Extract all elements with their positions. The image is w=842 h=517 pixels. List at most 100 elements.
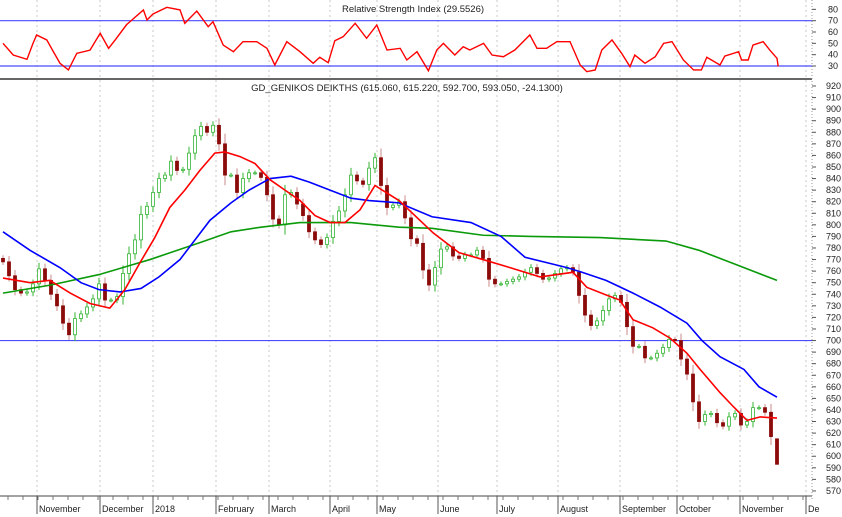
candle-body-up: [607, 298, 611, 311]
candle-body-down: [361, 180, 365, 185]
x-tick-label: September: [622, 504, 666, 514]
candle: [127, 246, 131, 281]
candle-body-up: [37, 268, 41, 285]
candle-body-down: [487, 257, 491, 280]
candle-body-down: [319, 239, 323, 245]
candle-body-down: [721, 422, 725, 427]
candle: [487, 250, 491, 287]
candle-body-up: [109, 299, 113, 302]
candle-body-down: [355, 174, 359, 182]
candle-body-up: [529, 267, 533, 273]
candle: [379, 148, 383, 195]
mid-moving-average-line: [2, 175, 778, 398]
candle: [577, 264, 581, 304]
candle-body-down: [421, 242, 425, 271]
candle: [91, 294, 95, 312]
price-y-tick-label: 670: [826, 370, 841, 380]
price-y-tick-label: 650: [826, 393, 841, 403]
price-y-tick-label: 600: [826, 451, 841, 461]
candle-body-down: [589, 314, 593, 326]
x-tick-label: December: [102, 504, 144, 514]
candle: [607, 293, 611, 316]
candle: [79, 310, 83, 323]
price-y-tick-label: 900: [826, 104, 841, 114]
price-y-tick-label: 760: [826, 266, 841, 276]
candle: [427, 263, 431, 292]
candle: [649, 355, 653, 361]
candle: [445, 243, 449, 253]
candle: [343, 188, 347, 218]
price-y-tick-label: 740: [826, 289, 841, 299]
candle-body-up: [511, 278, 515, 282]
candle-body-up: [373, 157, 377, 169]
candle-body-down: [301, 203, 305, 216]
candle-body-up: [733, 413, 737, 418]
candle-body-down: [205, 126, 209, 133]
candle-body-up: [727, 416, 731, 427]
candle: [703, 410, 707, 426]
candle-body-up: [283, 194, 287, 226]
x-tick-label: July: [499, 504, 516, 514]
candle-body-up: [343, 194, 347, 212]
rsi-y-tick-label: 40: [828, 50, 838, 60]
axes: November December 2018 February March April Ma…: [7, 4, 841, 514]
candle: [733, 410, 737, 421]
candle: [433, 260, 437, 292]
candle: [175, 156, 179, 176]
candle-body-up: [595, 320, 599, 326]
candle-body-down: [403, 201, 407, 219]
candle: [25, 289, 29, 296]
price-y-tick-label: 920: [826, 81, 841, 91]
candle: [103, 277, 107, 307]
candle-body-down: [1, 257, 5, 263]
candle: [751, 401, 755, 428]
candle-body-up: [745, 421, 749, 426]
price-y-tick-label: 800: [826, 220, 841, 230]
candle-body-down: [7, 261, 11, 277]
x-tick-label: May: [379, 504, 397, 514]
x-tick-label: October: [679, 504, 711, 514]
candle: [601, 305, 605, 326]
candle: [499, 281, 503, 287]
candle-body-down: [631, 326, 635, 347]
candle: [757, 405, 761, 410]
candle-body-down: [577, 271, 581, 296]
candle: [229, 172, 233, 178]
price-y-tick-label: 690: [826, 347, 841, 357]
candle: [391, 202, 395, 211]
candle-body-up: [79, 313, 83, 319]
candle-body-down: [697, 401, 701, 422]
price-y-tick-label: 770: [826, 255, 841, 265]
x-tick-label: August: [560, 504, 589, 514]
candle-body-up: [121, 273, 125, 297]
rsi-y-tick-label: 60: [828, 27, 838, 37]
candle-body-up: [127, 253, 131, 274]
candle-body-down: [775, 438, 779, 465]
price-y-tick-label: 730: [826, 301, 841, 311]
candle-body-up: [151, 192, 155, 207]
price-y-tick-label: 820: [826, 197, 841, 207]
price-y-tick-label: 710: [826, 324, 841, 334]
candle-body-up: [241, 178, 245, 193]
price-y-tick-label: 910: [826, 93, 841, 103]
price-y-tick-label: 610: [826, 440, 841, 450]
candle: [517, 274, 521, 283]
candle: [691, 364, 695, 412]
long-moving-average-line: [2, 221, 778, 294]
candle: [637, 344, 641, 349]
candle: [643, 341, 647, 364]
price-y-tick-label: 640: [826, 405, 841, 415]
price-y-tick-label: 830: [826, 185, 841, 195]
candle-body-down: [685, 358, 689, 375]
price-y-tick-label: 620: [826, 428, 841, 438]
candle: [67, 317, 71, 340]
candle: [199, 121, 203, 141]
candle-body-up: [85, 306, 89, 315]
rsi-y-tick-label: 80: [828, 4, 838, 14]
candle: [37, 262, 41, 290]
price-y-tick-label: 880: [826, 127, 841, 137]
candle-body-down: [259, 172, 263, 178]
candle-body-down: [481, 249, 485, 259]
candle-body-up: [703, 414, 707, 422]
candle: [625, 293, 629, 336]
